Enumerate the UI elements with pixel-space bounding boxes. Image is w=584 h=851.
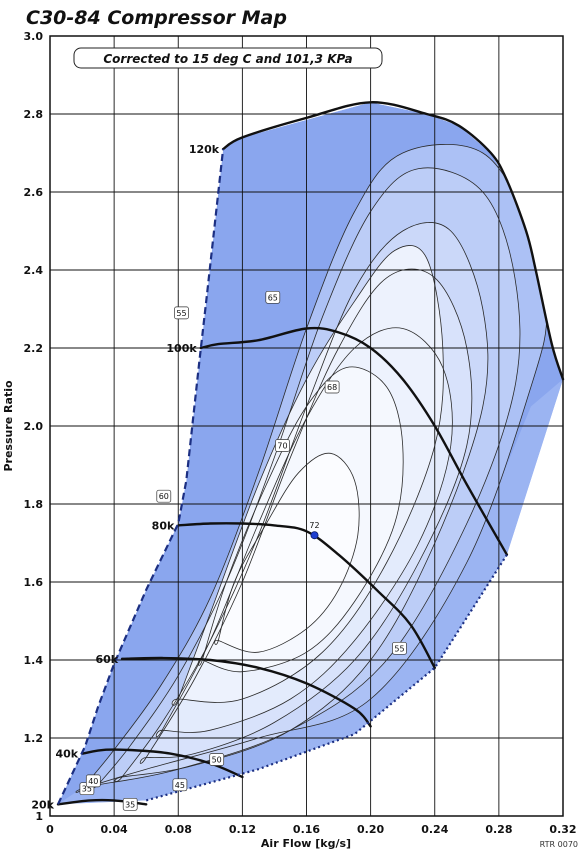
efficiency-label-40: 40 — [85, 774, 101, 788]
x-tick-label: 0.28 — [485, 823, 512, 836]
x-axis-label: Air Flow [kg/s] — [261, 837, 351, 850]
speed-line-80k — [177, 522, 436, 669]
y-tick-label: 2.2 — [24, 342, 44, 355]
efficiency-label-text: 55 — [176, 309, 186, 318]
y-axis-label: Pressure Ratio — [2, 380, 15, 472]
efficiency-label-50: 50 — [209, 753, 225, 766]
efficiency-label-text: 60 — [159, 492, 169, 501]
efficiency-label-box — [85, 774, 101, 788]
y-tick-label: 3.0 — [24, 30, 44, 43]
x-tick-label: 0 — [46, 823, 54, 836]
x-tick-label: 0.12 — [229, 823, 256, 836]
speed-label-60k: 60k — [95, 653, 118, 666]
efficiency-contour-70 — [214, 452, 360, 653]
efficiency-contour-55 — [139, 268, 473, 764]
efficiency-label-text: 40 — [88, 777, 98, 786]
peak-efficiency-label: 72 — [309, 521, 319, 530]
efficiency-label-box — [392, 641, 407, 655]
surge-line — [57, 148, 225, 805]
y-tick-label: 1.4 — [24, 654, 44, 667]
speed-label-20k: 20k — [31, 798, 54, 811]
efficiency-contour-68 — [197, 366, 404, 673]
x-tick-label: 0.24 — [421, 823, 448, 836]
y-tick-label: 2.6 — [24, 186, 44, 199]
efficiency-label-55: 55 — [392, 641, 407, 655]
y-tick-label: 2.8 — [24, 108, 44, 121]
speed-label-40k: 40k — [55, 748, 78, 761]
efficiency-label-box — [174, 306, 189, 320]
y-tick-label: 1.8 — [24, 498, 44, 511]
efficiency-label-box — [275, 439, 290, 452]
efficiency-label-text: 45 — [175, 781, 185, 790]
speed-label-120k: 120k — [189, 143, 220, 156]
efficiency-label-box — [172, 778, 188, 792]
boundary-line-layer — [57, 148, 508, 805]
speed-line-120k — [221, 101, 565, 381]
efficiency-label-text: 50 — [212, 756, 222, 765]
efficiency-label-45: 45 — [172, 778, 188, 792]
speed-line-layer — [56, 101, 565, 806]
efficiency-label-box — [122, 797, 138, 811]
efficiency-fill-70 — [214, 453, 360, 653]
choke-line — [145, 554, 508, 802]
chart-title: C30-84 Compressor Map — [26, 7, 287, 29]
speed-line-100k — [199, 326, 509, 556]
efficiency-label-box — [209, 753, 225, 766]
x-tick-label: 0.16 — [293, 823, 320, 836]
efficiency-contour-50 — [114, 222, 489, 782]
subtitle-box: Corrected to 15 deg C and 101,3 KPa — [73, 47, 383, 69]
efficiency-label-box — [324, 380, 340, 394]
efficiency-label-text: 55 — [394, 644, 404, 653]
efficiency-label-60: 60 — [156, 489, 172, 503]
efficiency-label-text: 65 — [268, 293, 278, 302]
efficiency-label-box — [156, 489, 172, 503]
y-tick-label: 2.4 — [24, 264, 44, 277]
speed-label-100k: 100k — [166, 342, 197, 355]
efficiency-label-55: 55 — [174, 306, 189, 320]
y-axis-ticks: 1 1.2 1.4 1.6 1.8 2.0 2.2 2.4 2.6 2.8 3.0 — [24, 30, 44, 823]
plot-frame — [49, 35, 564, 817]
efficiency-label-text: 70 — [277, 442, 287, 451]
efficiency-label-text: 68 — [327, 383, 337, 392]
efficiency-label-65: 65 — [265, 290, 281, 304]
efficiency-label-35: 35 — [122, 797, 138, 811]
watermark-text: RTR 0070 — [540, 840, 578, 849]
efficiency-label-70: 70 — [275, 439, 290, 452]
efficiency-contour-60 — [155, 327, 453, 738]
efficiency-label-box — [265, 290, 281, 304]
x-axis-ticks: 0 0.04 0.08 0.12 0.16 0.20 0.24 0.28 0.32 — [46, 823, 576, 836]
y-tick-label: 1.2 — [24, 732, 44, 745]
efficiency-contour-65 — [171, 245, 444, 706]
speed-line-60k — [120, 656, 372, 728]
y-tick-label: 1.6 — [24, 576, 44, 589]
x-tick-label: 0.20 — [357, 823, 384, 836]
x-tick-label: 0.04 — [101, 823, 128, 836]
speed-label-80k: 80k — [152, 519, 175, 532]
y-tick-label: 1 — [35, 810, 43, 823]
efficiency-label-text: 35 — [82, 785, 92, 794]
chart-subtitle: Corrected to 15 deg C and 101,3 KPa — [103, 52, 352, 66]
efficiency-label-text: 35 — [125, 800, 135, 809]
peak-efficiency-point — [310, 531, 319, 540]
y-tick-label: 2.0 — [24, 420, 44, 433]
efficiency-contour-layer — [75, 144, 548, 793]
efficiency-label-68: 68 — [324, 380, 340, 394]
x-tick-label: 0.08 — [165, 823, 192, 836]
x-tick-label: 0.32 — [549, 823, 576, 836]
